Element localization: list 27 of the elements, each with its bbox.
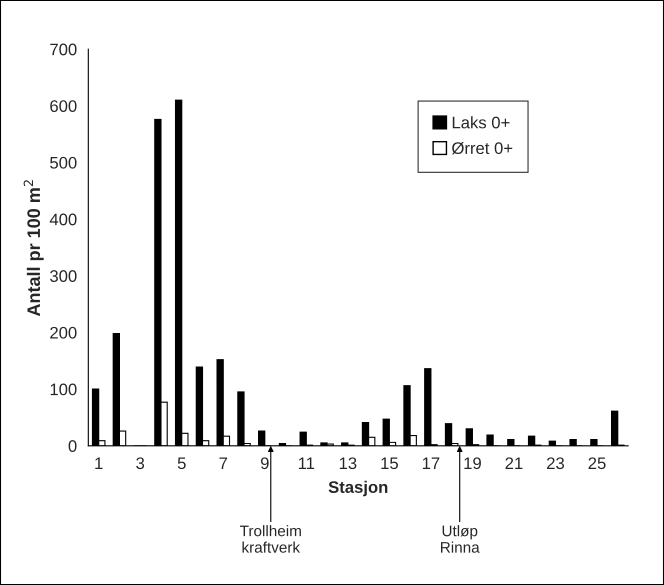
y-tick-label: 200 xyxy=(50,326,77,339)
y-tick-label: 600 xyxy=(50,100,77,112)
y-tick-label: 300 xyxy=(50,270,77,282)
x-tick-label: 15 xyxy=(381,457,398,470)
legend-label: Ørret 0+ xyxy=(452,142,512,154)
text: Trollheim kraftverk xyxy=(240,525,301,553)
x-axis-title: Stasjon xyxy=(328,480,388,496)
y-tick-label: 100 xyxy=(50,384,77,396)
y-axis-title: Antall pr 100 m$^{2}$ xyxy=(24,180,44,316)
x-tick-label: 9 xyxy=(260,457,269,470)
x-tick-label: 3 xyxy=(136,457,144,470)
x-tick-label: 11 xyxy=(298,457,314,469)
text: Utløp Rinna xyxy=(441,525,480,553)
x-tick-label: 5 xyxy=(178,457,186,470)
x-tick-label: 19 xyxy=(464,457,481,470)
y-tick-label: 700 xyxy=(50,44,77,56)
y-tick-label: 0 xyxy=(68,440,77,452)
x-tick-label: 23 xyxy=(547,457,564,470)
x-tick-label: 7 xyxy=(219,457,228,469)
x-tick-label: 21 xyxy=(506,457,522,469)
x-tick-label: 17 xyxy=(422,457,440,469)
x-tick-label: 1 xyxy=(95,457,103,469)
y-tick-label: 500 xyxy=(50,156,77,169)
x-tick-label: 13 xyxy=(340,457,356,470)
x-tick-label: 25 xyxy=(588,457,606,470)
legend-label: Laks 0+ xyxy=(452,116,510,128)
y-tick-label: 400 xyxy=(50,214,77,226)
